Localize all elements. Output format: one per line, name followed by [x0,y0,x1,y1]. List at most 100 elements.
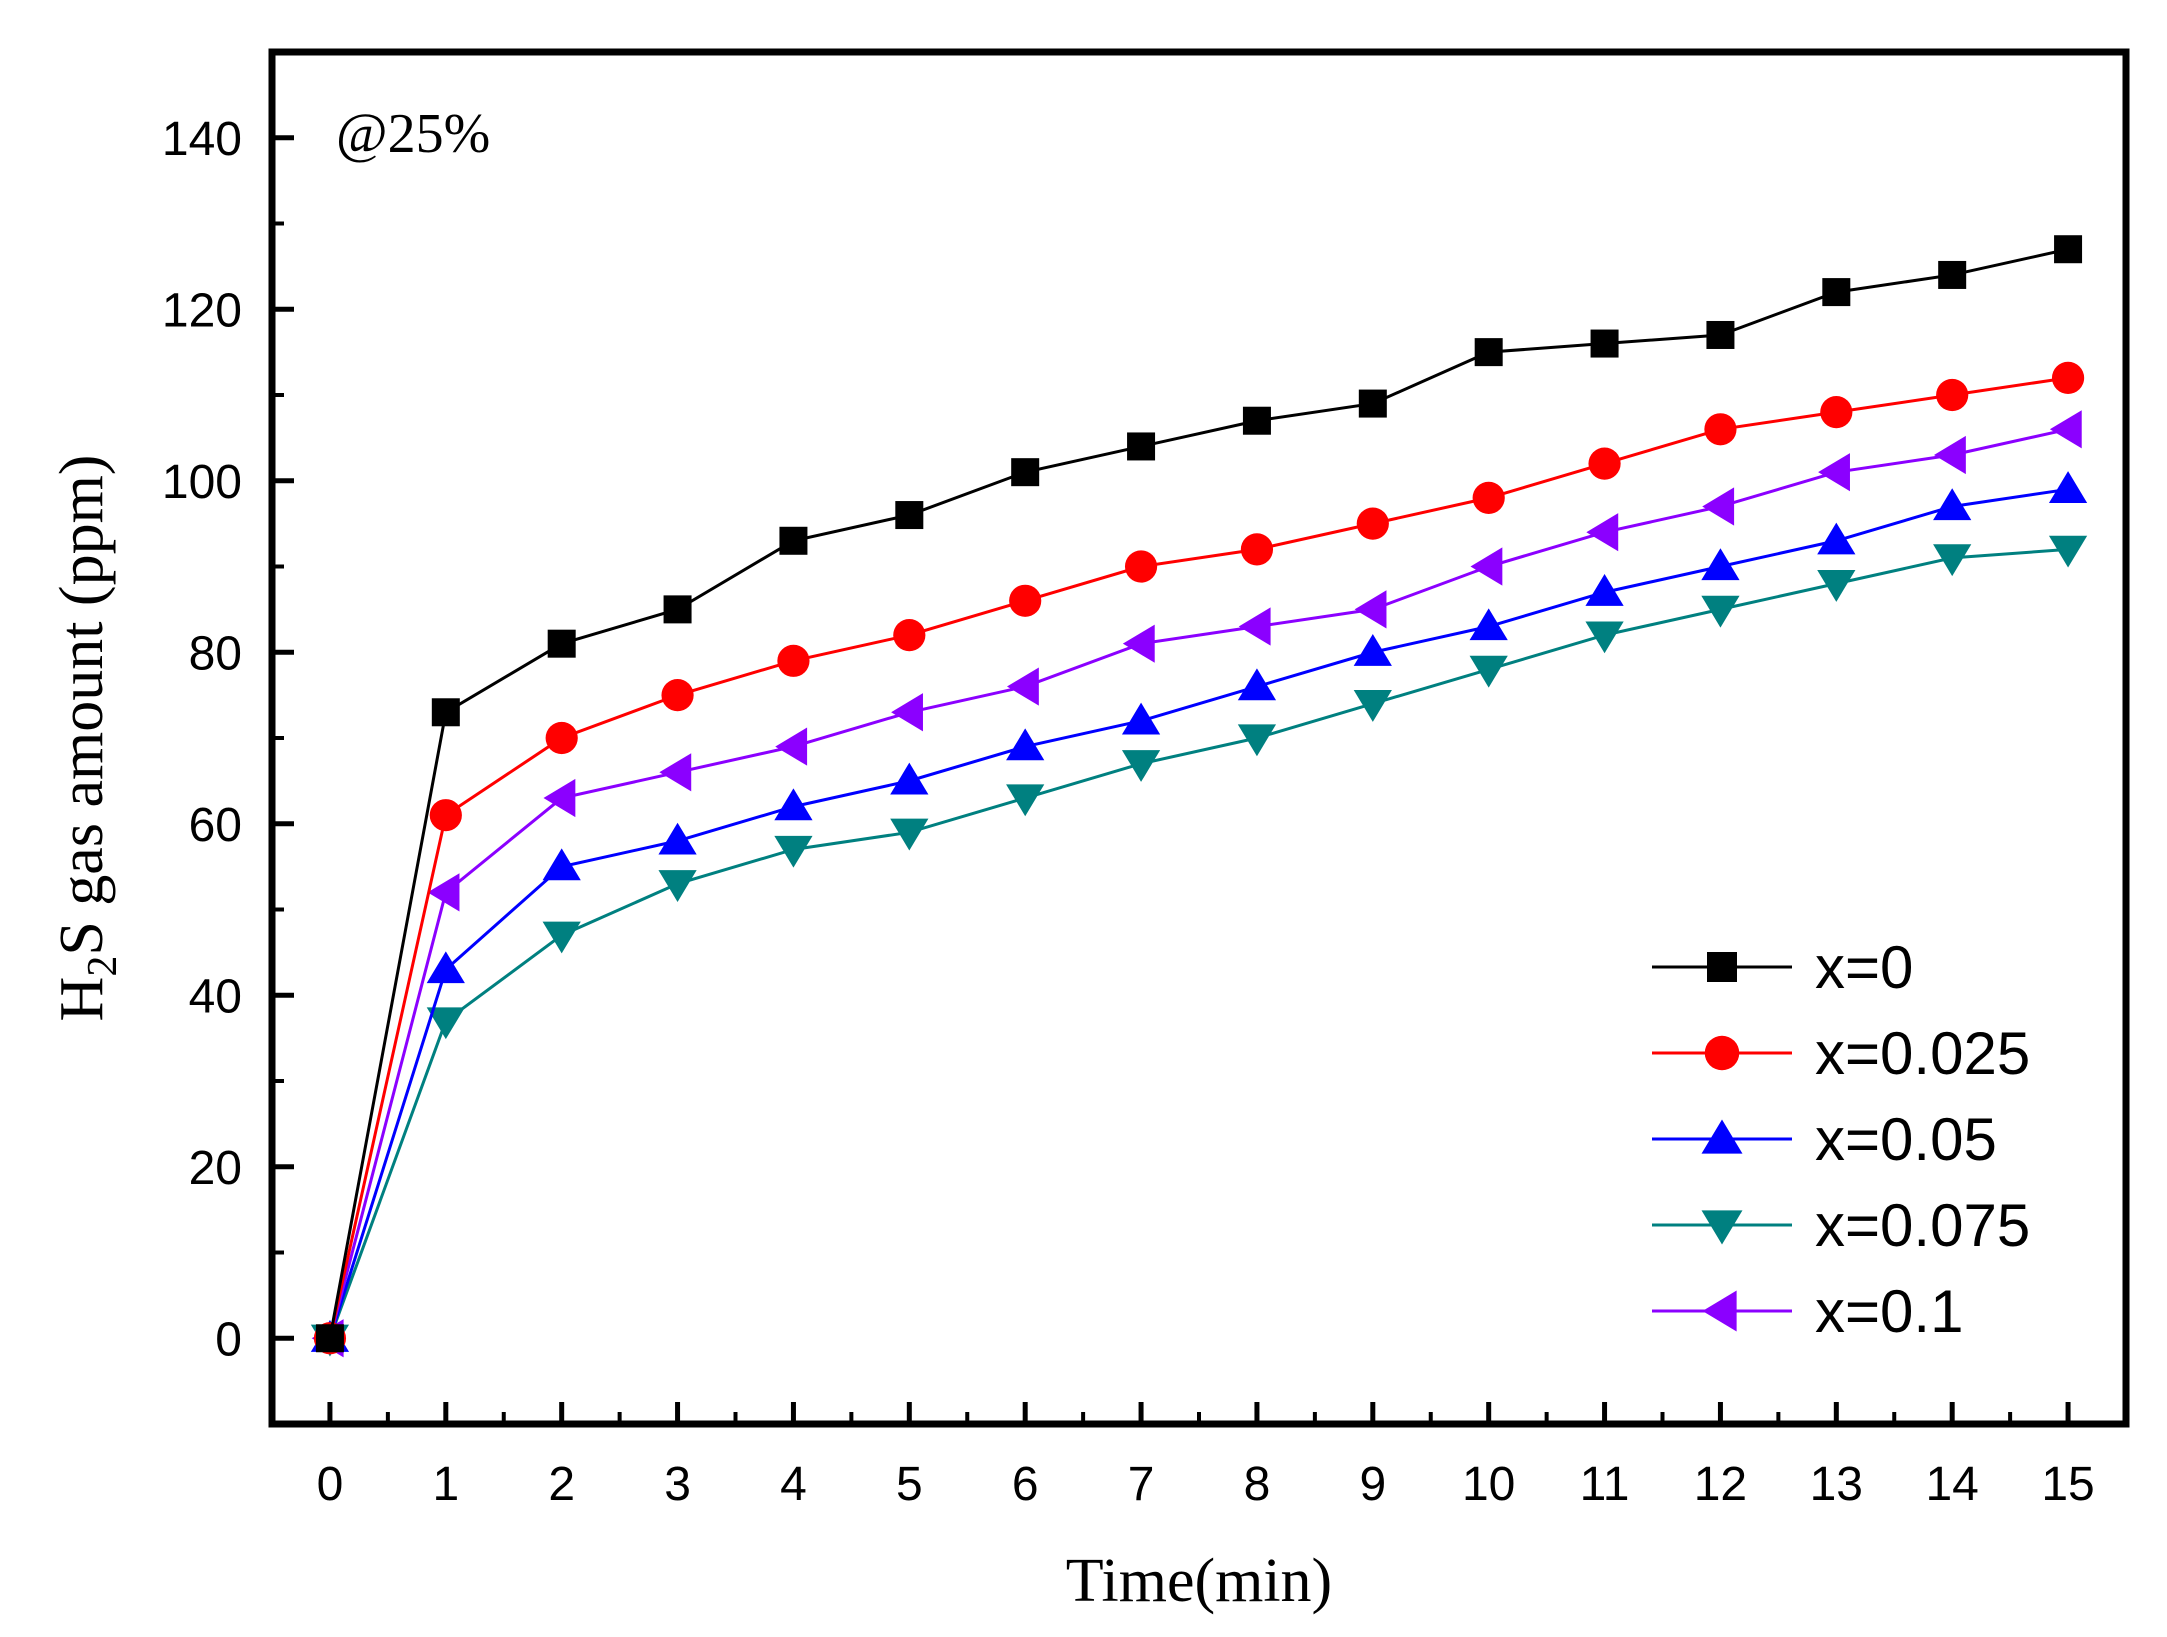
data-point-x=0.1-9 [1354,590,1387,629]
data-point-x=0.05-6 [1006,728,1045,761]
legend-marker-x=0 [1707,952,1737,982]
y-axis-title: H2S gas amount (ppm) [48,455,126,1022]
data-point-x=0.05-3 [658,822,697,855]
data-point-x=0.1-14 [1933,435,1966,475]
series-x=0.1 [311,410,2082,1358]
series-layer [310,235,2088,1358]
data-point-x=0-11 [1590,329,1619,358]
legend-label-x=0.025: x=0.025 [1815,1020,2030,1087]
y-tick-label-2: 40 [189,970,242,1023]
data-point-x=0-12 [1706,320,1735,349]
data-point-x=0.1-4 [775,727,808,766]
data-point-x=0.075-10 [1469,655,1508,688]
x-tick-label-0: 0 [317,1458,344,1511]
x-tick-label-11: 11 [1580,1458,1630,1511]
plot-frame [268,48,2130,1428]
y-axis-title-sub: 2 [80,956,126,977]
x-tick-label-10: 10 [1462,1458,1515,1511]
y-tick-label-3: 60 [189,799,242,852]
data-point-x=0.1-2 [543,778,576,818]
data-point-x=0.075-15 [2048,535,2088,568]
series-line-x=0.075 [328,547,2069,1339]
series-line-x=0.1 [328,427,2069,1339]
data-point-x=0-5 [895,501,924,530]
x-tick-label-12: 12 [1694,1458,1747,1511]
data-point-x=0.075-5 [890,818,929,851]
legend-label-x=0: x=0 [1815,934,1913,1001]
data-point-x=0.025-12 [1704,413,1737,446]
legend-label-x=0.1: x=0.1 [1815,1278,1963,1345]
y-tick-label-6: 120 [162,284,242,337]
data-point-x=0.075-1 [426,1007,465,1040]
legend-marker-x=0.05 [1701,1119,1743,1154]
data-point-x=0-9 [1358,389,1387,418]
data-point-x=0.025-13 [1820,396,1853,429]
x-tick-label-14: 14 [1925,1458,1978,1511]
legend-item-x=0.075: x=0.075 [1652,1192,2030,1259]
data-point-x=0.075-13 [1817,570,1856,602]
x-axis-title: Time(min) [1066,1547,1332,1615]
series-x=0.075 [310,535,2088,1357]
y-axis-title-post: S gas amount (ppm) [48,455,116,956]
legend-marker-x=0.025 [1704,1035,1740,1071]
data-point-x=0.075-7 [1121,750,1161,782]
data-point-x=0.025-10 [1472,481,1505,514]
data-point-x=0-3 [663,595,692,624]
legend-item-x=0.1: x=0.1 [1652,1278,1963,1345]
legend-marker-x=0.1 [1702,1290,1737,1332]
data-point-x=0-6 [1011,458,1040,487]
data-point-x=0.05-13 [1817,522,1856,555]
data-point-x=0.075-3 [658,870,697,902]
data-point-x=0.05-8 [1237,668,1277,701]
data-point-x=0.1-1 [427,873,460,912]
x-tick-label-9: 9 [1359,1458,1386,1511]
data-point-x=0.05-7 [1121,702,1161,735]
series-line-x=0.025 [328,376,2069,1339]
data-point-x=0-1 [431,698,460,727]
series-x=0.025 [313,361,2085,1355]
series-line-x=0 [328,247,2069,1339]
data-point-x=0-14 [1938,260,1967,289]
data-point-x=0.05-14 [1933,488,1972,521]
data-point-x=0.05-10 [1469,608,1508,641]
data-point-x=0.025-4 [777,644,810,677]
data-point-x=0.1-10 [1470,547,1503,586]
x-tick-label-5: 5 [896,1458,923,1511]
data-point-x=0-0 [315,1324,344,1353]
x-tick-label-1: 1 [432,1458,459,1511]
y-tick-label-5: 100 [162,456,242,509]
data-point-x=0.1-8 [1238,607,1271,646]
data-point-x=0-15 [2054,235,2083,264]
legend-item-x=0.05: x=0.05 [1652,1106,1997,1173]
data-point-x=0-13 [1822,278,1851,307]
data-point-x=0.1-6 [1006,667,1039,706]
x-tick-label-8: 8 [1244,1458,1271,1511]
y-tick-label-0: 0 [215,1313,242,1366]
data-point-x=0.05-15 [2048,471,2088,503]
data-point-x=0.025-5 [893,619,926,652]
legend-marker-x=0.075 [1701,1210,1743,1245]
data-point-x=0.075-8 [1237,724,1277,757]
x-tick-label-4: 4 [780,1458,807,1511]
legend-item-x=0: x=0 [1652,934,1913,1001]
data-point-x=0-2 [547,629,576,658]
y-axis-title-pre: H [48,977,116,1022]
data-point-x=0.075-12 [1701,595,1740,628]
data-point-x=0.025-15 [2051,361,2085,394]
data-point-x=0.025-3 [661,679,694,712]
series-x=0 [315,235,2083,1353]
x-tick-label-7: 7 [1128,1458,1155,1511]
condition-annotation: @25% [336,103,490,165]
data-point-x=0.075-4 [774,835,813,868]
x-tick-label-15: 15 [2041,1458,2094,1511]
data-point-x=0.1-5 [891,693,923,732]
data-point-x=0.1-15 [2049,410,2082,449]
data-point-x=0.025-1 [429,799,462,832]
data-point-x=0.1-11 [1586,513,1619,552]
data-point-x=0.1-7 [1122,624,1155,663]
data-point-x=0.05-4 [774,788,813,821]
data-point-x=0.05-11 [1585,574,1624,606]
x-tick-label-3: 3 [664,1458,691,1511]
